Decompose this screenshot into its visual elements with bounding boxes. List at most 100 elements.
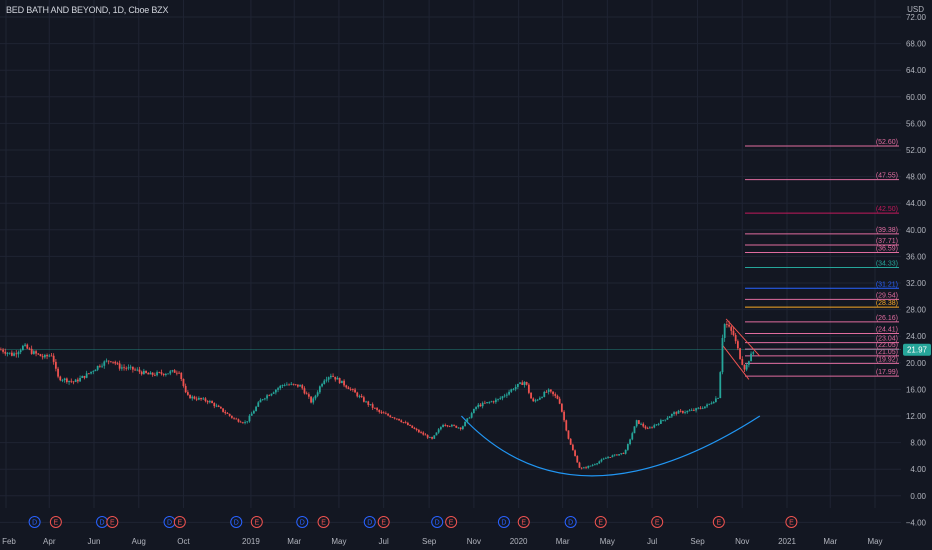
candle [668, 416, 671, 418]
candle [574, 449, 576, 457]
candle-body [303, 388, 306, 394]
candle [10, 350, 13, 357]
candle [420, 430, 422, 434]
candle-body [217, 405, 220, 407]
candle-body [24, 344, 26, 346]
candle [558, 396, 561, 405]
candle-body [741, 359, 744, 365]
candle-body [239, 421, 242, 423]
candle-body [65, 378, 68, 383]
candle [466, 418, 469, 424]
event-marker-label: E [449, 520, 454, 527]
x-tick-label: Aug [132, 537, 146, 546]
candle [422, 431, 425, 436]
earnings-marker [250, 516, 263, 528]
candle-body [167, 373, 169, 375]
candle-body [450, 424, 453, 427]
candle-body [719, 372, 722, 399]
candle [70, 378, 73, 384]
candle-body [228, 413, 231, 416]
candle [316, 390, 319, 398]
candle-body [112, 361, 114, 363]
candle-body [68, 380, 70, 383]
earnings-marker [517, 516, 530, 528]
candle [197, 396, 200, 401]
y-axis: 72.00 68.00 64.00 60.00 56.00 52.00 48.00 44.00… [906, 13, 927, 527]
earnings-marker [712, 516, 725, 528]
candle [48, 354, 51, 358]
candle-body [664, 419, 667, 421]
candle [318, 385, 321, 394]
candle [213, 402, 216, 409]
candle-body [204, 398, 207, 402]
candle-body [613, 454, 616, 456]
candle-body [189, 394, 191, 399]
x-tick-label: Jul [379, 537, 389, 546]
level-label: (31.21) [876, 281, 898, 288]
candle-body [147, 373, 150, 375]
candle-body [142, 370, 145, 375]
candle-body [525, 381, 528, 385]
candle [541, 396, 543, 399]
level-label: (26.16) [876, 315, 898, 322]
candle [490, 400, 493, 403]
candle-body [611, 455, 614, 458]
candle-body [703, 406, 706, 409]
candle [714, 396, 717, 403]
candle [261, 398, 264, 401]
candle-body [244, 421, 246, 423]
x-tick-label: Mar [556, 537, 570, 546]
candle-body [486, 402, 488, 404]
candle-body [534, 400, 537, 402]
event-marker-label: E [789, 520, 794, 527]
candle [571, 443, 574, 451]
candle-body [356, 392, 359, 397]
current-price-badge: 21.97 [903, 343, 931, 356]
candle [523, 381, 526, 388]
candle-body [323, 380, 326, 384]
candle [431, 436, 433, 440]
candle-body [470, 413, 473, 418]
candle [30, 345, 33, 355]
candle-body [255, 406, 257, 412]
candle-body [697, 407, 700, 409]
y-tick-label: 32.00 [906, 279, 927, 288]
candle-body [274, 389, 277, 393]
x-tick-label: May [600, 537, 615, 546]
candle [228, 413, 231, 417]
candle-body [499, 398, 502, 400]
candle-body [248, 415, 251, 422]
candle [125, 366, 128, 371]
candle [620, 453, 623, 456]
candle [701, 406, 704, 410]
candle-body [446, 425, 449, 427]
candle-body [180, 372, 183, 379]
candle [514, 384, 517, 392]
y-tick-label: 24.00 [906, 332, 927, 341]
candle [710, 401, 713, 405]
y-tick-label: 44.00 [906, 199, 927, 208]
candle-body [96, 365, 99, 370]
candle [189, 394, 191, 399]
candle [173, 369, 176, 373]
candle-body [79, 377, 81, 382]
candle-body [699, 407, 702, 409]
candle-body [648, 427, 651, 429]
candle [426, 434, 429, 440]
candle-body [629, 439, 631, 445]
candle [343, 379, 345, 388]
candle-body [305, 393, 308, 395]
event-marker-label: D [435, 520, 440, 527]
candle [475, 406, 477, 411]
candle [635, 419, 638, 428]
candle-body [615, 454, 618, 456]
candle [721, 334, 724, 375]
candle-body [87, 373, 90, 375]
candle-body [351, 389, 354, 390]
candle [112, 361, 114, 364]
candle [162, 373, 165, 377]
candle [741, 356, 744, 366]
candle [677, 409, 680, 414]
candle-body [63, 378, 66, 381]
